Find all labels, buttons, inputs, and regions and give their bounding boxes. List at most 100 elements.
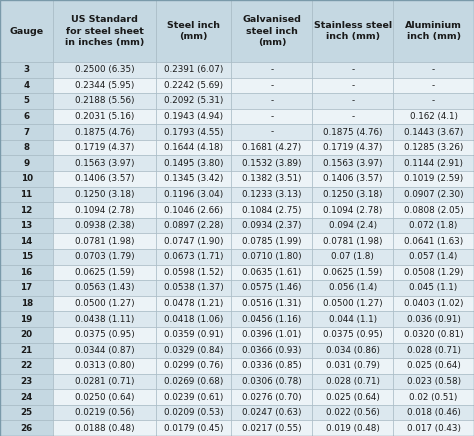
Bar xyxy=(231,218,312,233)
Bar xyxy=(312,389,393,405)
Text: 0.0329 (0.84): 0.0329 (0.84) xyxy=(164,346,224,355)
Text: 0.0598 (1.52): 0.0598 (1.52) xyxy=(164,268,224,277)
Bar xyxy=(231,233,312,249)
Text: 12: 12 xyxy=(20,205,33,215)
Bar xyxy=(231,311,312,327)
Text: 0.0934 (2.37): 0.0934 (2.37) xyxy=(242,221,301,230)
Bar xyxy=(393,280,474,296)
Text: 0.0635 (1.61): 0.0635 (1.61) xyxy=(242,268,301,277)
Text: 0.0516 (1.31): 0.0516 (1.31) xyxy=(242,299,301,308)
Text: 0.0785 (1.99): 0.0785 (1.99) xyxy=(242,237,301,246)
Bar xyxy=(53,233,156,249)
Text: -: - xyxy=(351,81,354,90)
Bar xyxy=(0,218,53,233)
Bar xyxy=(53,171,156,187)
Text: -: - xyxy=(432,65,435,74)
Bar xyxy=(156,405,231,420)
Bar xyxy=(312,265,393,280)
Text: 0.1563 (3.97): 0.1563 (3.97) xyxy=(75,159,135,168)
Text: 0.0625 (1.59): 0.0625 (1.59) xyxy=(75,268,135,277)
Bar xyxy=(231,296,312,311)
Text: 0.0375 (0.95): 0.0375 (0.95) xyxy=(75,330,135,339)
Bar xyxy=(156,109,231,124)
Bar xyxy=(0,78,53,93)
Text: -: - xyxy=(270,112,273,121)
Bar xyxy=(312,156,393,171)
Text: 0.017 (0.43): 0.017 (0.43) xyxy=(407,424,461,433)
Bar xyxy=(156,233,231,249)
Bar xyxy=(0,202,53,218)
Bar xyxy=(156,78,231,93)
Text: Steel inch
(mm): Steel inch (mm) xyxy=(167,21,220,41)
Text: 0.0247 (0.63): 0.0247 (0.63) xyxy=(242,408,301,417)
Text: 0.0438 (1.11): 0.0438 (1.11) xyxy=(75,315,135,324)
Bar xyxy=(53,265,156,280)
Bar xyxy=(53,296,156,311)
Bar xyxy=(312,0,393,62)
Text: 0.2092 (5.31): 0.2092 (5.31) xyxy=(164,96,224,106)
Bar xyxy=(156,358,231,374)
Bar xyxy=(312,249,393,265)
Text: 11: 11 xyxy=(20,190,33,199)
Bar xyxy=(53,202,156,218)
Text: 0.1719 (4.37): 0.1719 (4.37) xyxy=(323,143,383,152)
Bar xyxy=(312,78,393,93)
Bar xyxy=(53,249,156,265)
Bar xyxy=(231,124,312,140)
Text: 0.1793 (4.55): 0.1793 (4.55) xyxy=(164,128,224,136)
Bar xyxy=(231,78,312,93)
Text: -: - xyxy=(432,96,435,106)
Text: -: - xyxy=(351,65,354,74)
Bar xyxy=(156,327,231,343)
Text: 0.023 (0.58): 0.023 (0.58) xyxy=(407,377,461,386)
Text: 0.0456 (1.16): 0.0456 (1.16) xyxy=(242,315,301,324)
Bar xyxy=(0,109,53,124)
Bar xyxy=(231,374,312,389)
Text: 0.2344 (5.95): 0.2344 (5.95) xyxy=(75,81,135,90)
Text: 0.1532 (3.89): 0.1532 (3.89) xyxy=(242,159,301,168)
Bar xyxy=(393,62,474,78)
Bar xyxy=(312,109,393,124)
Text: 0.1443 (3.67): 0.1443 (3.67) xyxy=(404,128,463,136)
Bar xyxy=(312,93,393,109)
Bar xyxy=(312,171,393,187)
Bar xyxy=(231,358,312,374)
Bar xyxy=(231,62,312,78)
Text: 0.2031 (5.16): 0.2031 (5.16) xyxy=(75,112,135,121)
Bar xyxy=(156,171,231,187)
Text: 0.0306 (0.78): 0.0306 (0.78) xyxy=(242,377,302,386)
Text: 0.1563 (3.97): 0.1563 (3.97) xyxy=(323,159,383,168)
Bar xyxy=(0,311,53,327)
Text: 0.1943 (4.94): 0.1943 (4.94) xyxy=(164,112,223,121)
Bar xyxy=(312,140,393,156)
Text: 0.1644 (4.18): 0.1644 (4.18) xyxy=(164,143,223,152)
Text: 0.028 (0.71): 0.028 (0.71) xyxy=(326,377,380,386)
Bar xyxy=(231,280,312,296)
Text: 3: 3 xyxy=(24,65,30,74)
Text: 26: 26 xyxy=(20,424,33,433)
Bar xyxy=(156,0,231,62)
Bar xyxy=(231,327,312,343)
Text: Aluminium
inch (mm): Aluminium inch (mm) xyxy=(405,21,462,41)
Text: -: - xyxy=(432,81,435,90)
Bar xyxy=(53,343,156,358)
Bar xyxy=(0,140,53,156)
Text: 0.0336 (0.85): 0.0336 (0.85) xyxy=(242,361,302,370)
Bar xyxy=(0,296,53,311)
Bar xyxy=(393,420,474,436)
Text: 0.1681 (4.27): 0.1681 (4.27) xyxy=(242,143,301,152)
Bar xyxy=(156,218,231,233)
Text: 0.0281 (0.71): 0.0281 (0.71) xyxy=(75,377,135,386)
Bar xyxy=(393,93,474,109)
Bar xyxy=(0,405,53,420)
Bar xyxy=(231,140,312,156)
Bar xyxy=(393,187,474,202)
Text: 0.025 (0.64): 0.025 (0.64) xyxy=(407,361,461,370)
Text: 14: 14 xyxy=(20,237,33,246)
Text: 0.0396 (1.01): 0.0396 (1.01) xyxy=(242,330,301,339)
Bar xyxy=(312,280,393,296)
Bar xyxy=(231,93,312,109)
Bar xyxy=(393,124,474,140)
Text: 0.0250 (0.64): 0.0250 (0.64) xyxy=(75,392,135,402)
Bar xyxy=(0,233,53,249)
